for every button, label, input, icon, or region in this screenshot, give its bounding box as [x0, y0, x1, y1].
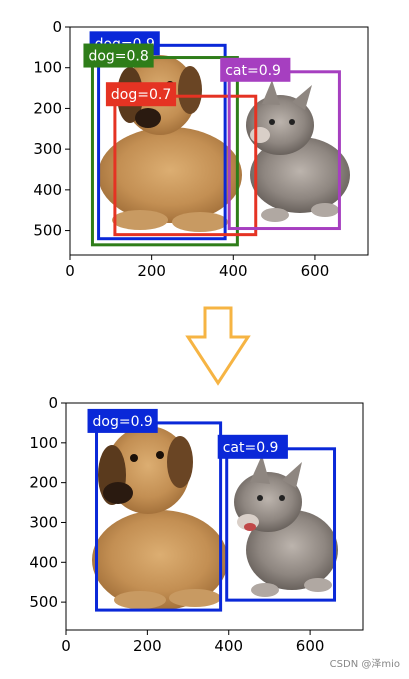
bounding-box: [97, 43, 227, 241]
y-tick-label: 200: [33, 99, 62, 117]
cat-image: [246, 80, 350, 222]
box-label: dog=0.8: [88, 49, 148, 65]
bottom-panel: dog=0.9 cat=0.9 0 200 400 600 0 100 200 300 400 50…: [29, 394, 364, 655]
x-tick-label: 0: [61, 637, 71, 655]
y-tick-label: 400: [33, 181, 62, 199]
box-label: cat=0.9: [225, 63, 281, 79]
y-tick-label: 200: [29, 474, 58, 492]
box-label-background: [220, 57, 291, 82]
box-label-background: [83, 43, 154, 68]
y-tick-label: 0: [52, 18, 62, 36]
y-tick-label: 400: [29, 553, 58, 571]
bottom-axes: 0 200 400 600 0 100 200 300 400 500: [29, 394, 324, 655]
x-tick-label: 200: [133, 637, 162, 655]
box-label-background: [105, 82, 177, 107]
box-label: dog=0.9: [93, 414, 153, 430]
y-tick-label: 100: [33, 59, 62, 77]
x-tick-label: 600: [296, 637, 325, 655]
bounding-box: [113, 94, 258, 237]
y-tick-label: 300: [29, 513, 58, 531]
y-tick-label: 100: [29, 434, 58, 452]
y-tick-label: 300: [33, 140, 62, 158]
y-tick-label: 500: [33, 222, 62, 240]
bounding-box: [90, 56, 239, 247]
y-tick-label: 0: [48, 394, 58, 412]
box-label: cat=0.9: [223, 440, 279, 456]
y-tick-label: 500: [29, 593, 58, 611]
box-label-background: [217, 434, 288, 459]
x-tick-label: 400: [219, 262, 248, 280]
bottom-boxes: dog=0.9 cat=0.9: [87, 408, 337, 612]
box-label: dog=0.7: [111, 87, 171, 103]
arrow-down-icon: [185, 306, 251, 386]
x-tick-label: 0: [65, 262, 75, 280]
x-tick-label: 600: [301, 262, 330, 280]
box-label-background: [87, 408, 158, 433]
x-tick-label: 200: [137, 262, 166, 280]
cat-image: [234, 455, 338, 597]
top-axes: 0 200 400 600 0 100 200 300 400 500: [33, 18, 329, 280]
watermark: CSDN @泽mio: [330, 658, 400, 670]
dog-image: [92, 426, 228, 610]
down-arrow: [185, 306, 251, 386]
x-tick-label: 400: [214, 637, 243, 655]
bounding-box: [95, 421, 223, 612]
